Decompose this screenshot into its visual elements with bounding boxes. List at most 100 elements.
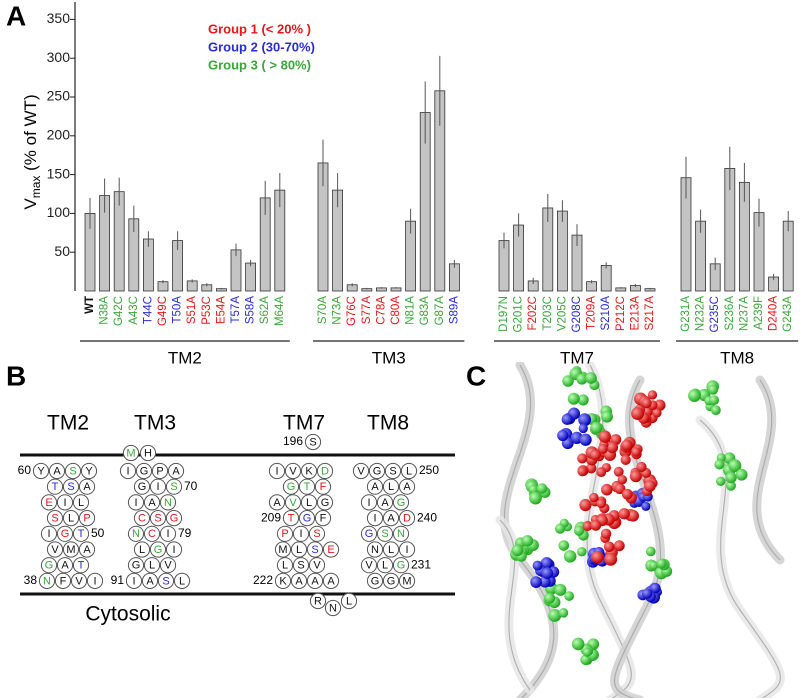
residue-label: I <box>166 528 169 540</box>
bar <box>113 191 125 292</box>
residue <box>56 525 74 542</box>
residue <box>290 541 308 558</box>
atom-sphere <box>631 447 641 457</box>
residue-label: V <box>357 465 365 477</box>
residue-number: 38 <box>24 573 38 587</box>
x-tick-label: T57A <box>230 296 242 324</box>
residue-label: L <box>139 544 145 556</box>
residue-label: V <box>289 465 297 477</box>
residue <box>125 572 143 590</box>
residue-label: C <box>138 513 146 525</box>
atom-sphere <box>725 471 737 484</box>
atom-sphere <box>636 461 647 473</box>
x-tick-label: P212C <box>615 296 627 331</box>
residue <box>360 525 378 542</box>
residue <box>366 478 384 495</box>
residue <box>368 462 386 480</box>
residue <box>127 557 145 574</box>
residue <box>292 525 310 542</box>
residue <box>284 462 302 480</box>
x-tick-label: C80A <box>390 296 402 325</box>
residue <box>392 494 410 511</box>
atom-sphere <box>601 410 613 423</box>
atom-sphere <box>577 546 587 557</box>
residue-label: V <box>365 560 373 572</box>
bar <box>245 262 257 292</box>
x-tick-label: V205C <box>556 296 568 331</box>
residue <box>400 462 418 480</box>
atom-sphere <box>601 483 613 496</box>
residue-label: S <box>389 465 396 477</box>
residue-label: S <box>69 465 76 477</box>
residue-number: 50 <box>91 526 105 540</box>
residue-label: Y <box>85 465 93 477</box>
structure-image <box>495 362 785 698</box>
residue <box>159 494 177 511</box>
x-tick-label: N73A <box>332 296 344 325</box>
x-tick-label: S217A <box>644 296 656 331</box>
residue-label: P <box>156 465 163 477</box>
residue <box>72 557 90 574</box>
residue-number: 240 <box>417 510 437 524</box>
x-tick-label: F202C <box>527 296 539 331</box>
residue <box>173 572 191 590</box>
residue-label: I <box>63 497 66 509</box>
residue <box>276 525 294 542</box>
residue <box>314 509 332 527</box>
x-tick-label: G208C <box>571 296 583 332</box>
atom-sphere <box>548 608 562 622</box>
residue-label: C <box>148 528 156 540</box>
x-tick-label: P53C <box>201 296 213 325</box>
atom-sphere <box>652 408 662 418</box>
panel-label: A <box>6 0 26 31</box>
residue-label: N <box>371 544 379 556</box>
helix-ribbon <box>610 375 665 698</box>
residue <box>86 572 104 590</box>
x-tick-label: G49C <box>157 296 169 326</box>
atom-sphere <box>521 535 534 547</box>
residue <box>306 572 324 590</box>
residue-number: 60 <box>18 463 32 477</box>
residue-label: G <box>287 481 296 493</box>
residue-label: M <box>66 544 75 556</box>
atom-sphere <box>644 480 656 492</box>
x-tick-label: T50A <box>172 296 184 324</box>
residue-label: G <box>371 575 380 587</box>
residue <box>80 462 98 480</box>
atom-sphere <box>582 647 592 657</box>
residue <box>62 509 80 527</box>
x-tick-label: D197N <box>498 296 510 332</box>
atom-sphere <box>647 390 658 400</box>
residue-label: A <box>311 575 319 587</box>
y-tick-label: 200 <box>47 127 71 143</box>
residue-label: T <box>52 481 59 493</box>
residue <box>304 433 322 451</box>
atom-sphere <box>617 475 628 485</box>
residue-label: A <box>148 497 156 509</box>
atom-sphere <box>557 429 569 442</box>
atom-sphere <box>597 444 608 454</box>
atom-sphere <box>642 588 653 599</box>
atom-sphere <box>554 523 566 534</box>
residue-label: G <box>373 465 382 477</box>
atom-sphere <box>596 467 607 478</box>
residue-label: V <box>313 560 321 572</box>
atom-sphere <box>590 449 601 461</box>
x-tick-label: G83A <box>419 296 431 326</box>
atom-sphere <box>561 413 573 425</box>
residue-label: S <box>297 560 304 572</box>
residue <box>56 494 74 511</box>
residue <box>40 494 58 511</box>
atom-sphere <box>618 508 630 520</box>
residue <box>316 462 334 480</box>
y-tick-label: 50 <box>54 243 70 259</box>
residue-label: M <box>402 575 411 587</box>
bar <box>557 210 568 292</box>
residue <box>149 509 167 527</box>
atom-sphere <box>591 550 604 564</box>
helix-title: TM2 <box>47 412 89 435</box>
residue <box>382 478 400 495</box>
residue-label: G <box>303 513 312 525</box>
residue-number: 222 <box>253 573 273 587</box>
residue <box>165 478 183 495</box>
